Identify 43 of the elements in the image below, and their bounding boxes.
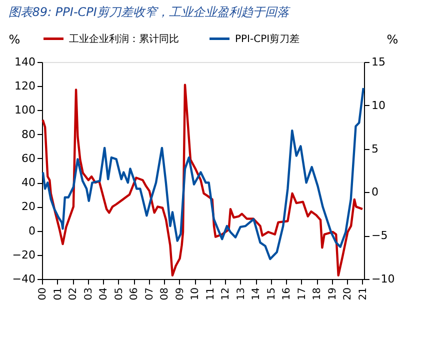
y2-tick-label: 0: [372, 186, 378, 199]
x-tick-label: 06: [129, 288, 140, 300]
y-axis-title: %: [8, 32, 20, 46]
legend-label: 工业企业利润：累计同比: [69, 32, 179, 45]
x-tick-label: 04: [98, 288, 110, 300]
x-tick-label: 01: [52, 288, 64, 300]
y-tick-label: −40: [12, 272, 36, 286]
y2-tick-label: 10: [372, 98, 386, 112]
x-tick-label: 09: [174, 288, 186, 300]
y2-tick-label: −10: [372, 272, 395, 286]
y2-tick-label: 15: [372, 56, 386, 68]
x-tick-label: 16: [282, 288, 293, 300]
x-tick-label: 08: [160, 288, 171, 300]
x-tick-label: 21: [358, 288, 369, 300]
y-tick-label: 20: [22, 200, 36, 214]
y-tick-label: −20: [12, 248, 36, 262]
x-tick-label: 05: [114, 288, 125, 300]
x-tick-label: 18: [312, 288, 324, 300]
x-tick-label: 03: [83, 288, 94, 300]
x-tick-label: 11: [205, 288, 216, 300]
chart-title: 图表89: PPI-CPI剪刀差收窄，工业企业盈利趋于回落: [8, 5, 291, 19]
x-tick-label: 12: [220, 288, 232, 300]
y-tick-label: 40: [22, 176, 36, 190]
y2-tick-label: −5: [372, 229, 388, 242]
x-tick-label: 20: [342, 288, 354, 300]
x-tick-label: 15: [266, 288, 278, 300]
y2-axis-title: %: [386, 32, 398, 46]
x-tick-label: 19: [327, 288, 338, 300]
y-tick-label: 140: [14, 56, 36, 68]
y2-tick-label: 5: [372, 142, 378, 156]
x-tick-label: 07: [144, 288, 156, 300]
x-tick-label: 17: [296, 288, 308, 300]
legend-label: PPI-CPI剪刀差: [235, 32, 300, 45]
x-tick-label: 13: [236, 288, 247, 300]
y-tick-label: 60: [22, 152, 36, 165]
x-tick-label: 14: [251, 288, 262, 300]
y-tick-label: 100: [14, 104, 36, 117]
y-tick-label: 80: [22, 128, 36, 141]
y-tick-label: 0: [28, 224, 36, 238]
x-tick-label: 10: [190, 288, 202, 300]
x-tick-label: 00: [38, 288, 48, 300]
y-tick-label: 120: [14, 80, 36, 93]
x-tick-label: 02: [68, 288, 80, 300]
